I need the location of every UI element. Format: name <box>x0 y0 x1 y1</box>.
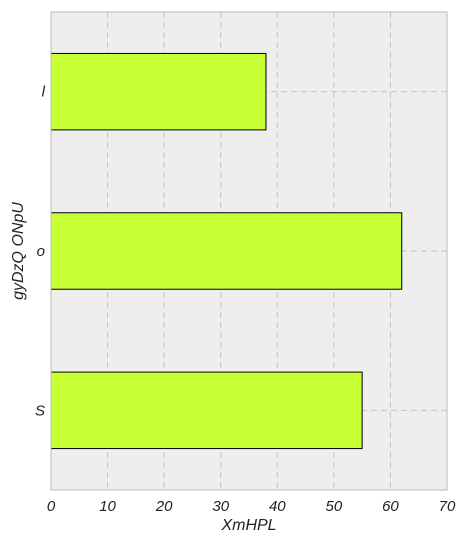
x-axis-ticks: 0 10 20 30 40 50 60 70 <box>47 498 456 515</box>
x-tick-label: 20 <box>155 498 173 515</box>
y-tick-label: o <box>37 243 45 260</box>
y-axis-label: gyDzQ ONpU <box>10 202 27 300</box>
x-tick-label: 30 <box>212 498 229 515</box>
x-tick-label: 70 <box>439 498 456 515</box>
bar-l <box>50 52 267 131</box>
y-tick-label: l <box>42 84 46 101</box>
x-tick-label: 40 <box>269 498 286 515</box>
x-axis-label: XmHPL <box>220 517 276 534</box>
x-tick-label: 60 <box>382 498 399 515</box>
x-tick-label: 0 <box>47 498 56 515</box>
x-tick-label: 50 <box>326 498 343 515</box>
x-tick-label: 10 <box>99 498 116 515</box>
y-tick-label: S <box>35 402 45 419</box>
bar-o <box>50 212 403 290</box>
y-axis-ticks: So l <box>35 84 46 420</box>
plot-frame <box>50 11 448 491</box>
bar-S <box>50 371 363 450</box>
